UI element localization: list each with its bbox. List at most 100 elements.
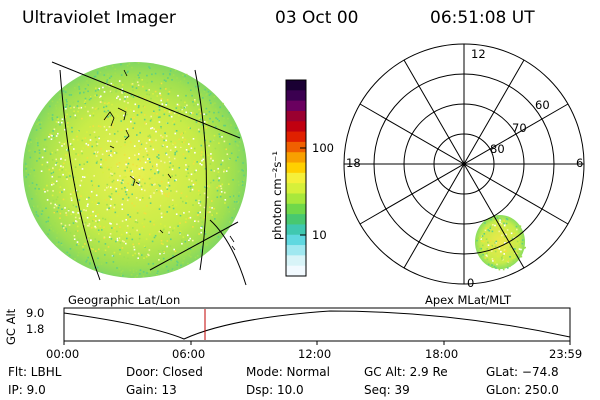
speckle-pixel	[34, 187, 37, 190]
speckle-pixel	[188, 238, 190, 240]
speckle-pixel	[210, 157, 212, 160]
speckle-pixel	[35, 137, 38, 140]
speckle-pixel	[77, 83, 80, 86]
speckle-pixel	[185, 164, 187, 167]
speckle-pixel	[126, 199, 129, 202]
speckle-pixel	[227, 131, 230, 133]
speckle-pixel	[76, 105, 79, 107]
speckle-pixel	[150, 115, 152, 118]
speckle-pixel	[91, 246, 93, 248]
speckle-pixel	[86, 157, 89, 159]
speckle-pixel	[41, 156, 44, 159]
speckle-pixel	[224, 199, 227, 201]
speckle-pixel	[129, 233, 131, 235]
speckle-pixel	[145, 142, 148, 144]
speckle-pixel	[166, 188, 169, 190]
speckle-pixel	[181, 132, 183, 135]
speckle-pixel	[76, 139, 79, 141]
speckle-pixel	[483, 240, 485, 243]
speckle-pixel	[487, 244, 490, 246]
speckle-pixel	[188, 178, 190, 181]
speckle-pixel	[90, 180, 93, 182]
speckle-pixel	[35, 140, 38, 142]
speckle-pixel	[106, 144, 109, 147]
speckle-pixel	[181, 241, 183, 244]
speckle-pixel	[523, 247, 525, 250]
speckle-pixel	[79, 184, 82, 187]
speckle-pixel	[68, 144, 70, 147]
speckle-pixel	[88, 252, 91, 254]
speckle-pixel	[53, 211, 56, 214]
speckle-pixel	[504, 250, 506, 252]
speckle-pixel	[203, 192, 206, 195]
speckle-pixel	[25, 170, 28, 172]
speckle-pixel	[160, 98, 163, 100]
speckle-pixel	[224, 146, 226, 149]
speckle-pixel	[33, 174, 36, 177]
colorbar-band	[286, 90, 306, 102]
speckle-pixel	[500, 250, 502, 253]
speckle-pixel	[89, 139, 92, 141]
speckle-pixel	[104, 128, 107, 130]
speckle-pixel	[119, 179, 122, 182]
speckle-pixel	[164, 132, 166, 134]
speckle-pixel	[137, 183, 140, 185]
speckle-pixel	[165, 193, 167, 196]
speckle-pixel	[51, 100, 54, 103]
speckle-pixel	[185, 202, 187, 204]
speckle-pixel	[127, 162, 130, 165]
speckle-pixel	[126, 71, 129, 74]
speckle-pixel	[106, 208, 109, 211]
speckle-pixel	[54, 203, 57, 206]
speckle-pixel	[188, 254, 191, 257]
speckle-pixel	[186, 88, 188, 90]
speckle-pixel	[147, 253, 149, 256]
speckle-pixel	[188, 217, 190, 219]
speckle-pixel	[128, 157, 131, 159]
speckle-pixel	[503, 266, 506, 269]
colorbar-frame	[285, 79, 307, 277]
speckle-pixel	[224, 124, 227, 127]
speckle-pixel	[150, 196, 152, 199]
speckle-pixel	[108, 168, 110, 171]
speckle-pixel	[126, 113, 128, 116]
speckle-pixel	[133, 205, 136, 207]
speckle-pixel	[495, 242, 497, 244]
speckle-pixel	[125, 176, 127, 178]
speckle-pixel	[210, 153, 212, 155]
colorbar-band	[286, 110, 306, 122]
speckle-pixel	[29, 138, 32, 141]
speckle-pixel	[504, 242, 506, 244]
speckle-pixel	[97, 125, 100, 127]
speckle-pixel	[165, 187, 167, 189]
speckle-pixel	[182, 236, 185, 238]
speckle-pixel	[172, 207, 175, 210]
speckle-pixel	[503, 224, 506, 227]
speckle-pixel	[125, 161, 127, 163]
speckle-pixel	[157, 116, 160, 119]
speckle-pixel	[95, 226, 97, 229]
speckle-pixel	[69, 175, 71, 177]
speckle-pixel	[199, 118, 202, 121]
speckle-pixel	[169, 226, 171, 228]
speckle-pixel	[72, 191, 75, 194]
speckle-pixel	[192, 204, 194, 206]
speckle-pixel	[138, 153, 140, 155]
speckle-pixel	[136, 134, 138, 136]
speckle-pixel	[111, 126, 114, 128]
speckle-pixel	[68, 224, 71, 226]
speckle-pixel	[114, 72, 117, 74]
speckle-pixel	[83, 176, 86, 178]
speckle-pixel	[175, 107, 178, 109]
speckle-pixel	[160, 99, 162, 102]
mlt-label-6: 6	[576, 156, 584, 170]
colorbar-band	[286, 214, 306, 226]
speckle-pixel	[154, 183, 156, 185]
speckle-pixel	[51, 182, 54, 184]
speckle-pixel	[513, 248, 515, 250]
speckle-pixel	[242, 180, 244, 183]
speckle-pixel	[491, 244, 493, 247]
speckle-pixel	[55, 244, 58, 246]
speckle-pixel	[77, 238, 80, 241]
speckle-pixel	[199, 201, 202, 203]
